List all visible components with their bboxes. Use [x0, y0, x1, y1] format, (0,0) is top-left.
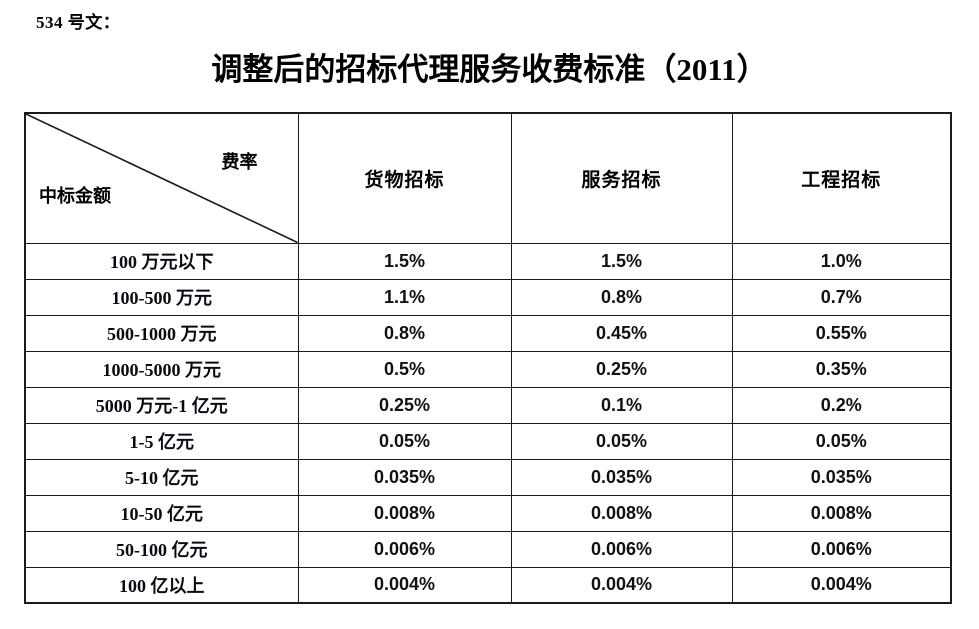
column-header-engineering-bidding: 工程招标 — [731, 112, 952, 244]
fee-cell: 1.0% — [731, 242, 952, 280]
fee-cell: 0.006% — [510, 530, 733, 568]
column-header-service-bidding: 服务招标 — [510, 112, 733, 244]
table-row: 5-10 亿元 0.035% 0.035% 0.035% — [24, 458, 952, 496]
fee-cell: 0.05% — [510, 422, 733, 460]
doc-number: 534 号文： — [36, 13, 121, 32]
fee-cell: 0.006% — [731, 530, 952, 568]
row-label: 5-10 亿元 — [24, 458, 299, 496]
fee-cell: 0.1% — [510, 386, 733, 424]
fee-cell: 0.006% — [297, 530, 512, 568]
row-label: 10-50 亿元 — [24, 494, 299, 532]
fee-cell: 1.1% — [297, 278, 512, 316]
fee-cell: 0.5% — [297, 350, 512, 388]
fee-cell: 0.004% — [731, 566, 952, 604]
fee-cell: 0.008% — [731, 494, 952, 532]
fee-cell: 0.004% — [510, 566, 733, 604]
fee-cell: 0.25% — [510, 350, 733, 388]
fee-cell: 0.008% — [510, 494, 733, 532]
fee-cell: 0.45% — [510, 314, 733, 352]
fee-cell: 0.2% — [731, 386, 952, 424]
page-title: 调整后的招标代理服务收费标准（2011） — [211, 52, 768, 87]
table-row: 10-50 亿元 0.008% 0.008% 0.008% — [24, 494, 952, 532]
fee-cell: 0.7% — [731, 278, 952, 316]
fee-cell: 0.035% — [731, 458, 952, 496]
table-row: 100 亿以上 0.004% 0.004% 0.004% — [24, 566, 952, 604]
fee-cell: 0.35% — [731, 350, 952, 388]
row-label: 5000 万元-1 亿元 — [24, 386, 299, 424]
fee-cell: 0.035% — [297, 458, 512, 496]
row-label: 1000-5000 万元 — [24, 350, 299, 388]
table-row: 1-5 亿元 0.05% 0.05% 0.05% — [24, 422, 952, 460]
corner-label-rate: 费率 — [221, 152, 258, 172]
table-body: 100 万元以下 1.5% 1.5% 1.0% 100-500 万元 1.1% … — [24, 242, 952, 604]
fee-table: 费率 中标金额 货物招标 服务招标 工程招标 100 万元以下 1.5% 1.5… — [24, 112, 952, 604]
row-label: 500-1000 万元 — [24, 314, 299, 352]
table-row: 1000-5000 万元 0.5% 0.25% 0.35% — [24, 350, 952, 388]
fee-cell: 0.004% — [297, 566, 512, 604]
fee-cell: 0.55% — [731, 314, 952, 352]
fee-cell: 0.05% — [731, 422, 952, 460]
header-row: 费率 中标金额 货物招标 服务招标 工程招标 — [24, 112, 952, 244]
diagonal-divider-line — [26, 114, 298, 243]
fee-cell: 0.05% — [297, 422, 512, 460]
row-label: 100-500 万元 — [24, 278, 299, 316]
fee-cell: 1.5% — [510, 242, 733, 280]
fee-cell: 0.8% — [297, 314, 512, 352]
fee-cell: 0.25% — [297, 386, 512, 424]
fee-cell: 0.035% — [510, 458, 733, 496]
fee-cell: 0.8% — [510, 278, 733, 316]
table-row: 5000 万元-1 亿元 0.25% 0.1% 0.2% — [24, 386, 952, 424]
column-header-goods-bidding: 货物招标 — [297, 112, 512, 244]
table-row: 100 万元以下 1.5% 1.5% 1.0% — [24, 242, 952, 280]
corner-label-bid-amount: 中标金额 — [39, 186, 111, 206]
corner-header-cell: 费率 中标金额 — [24, 112, 299, 244]
row-label: 100 万元以下 — [24, 242, 299, 280]
row-label: 100 亿以上 — [24, 566, 299, 604]
row-label: 50-100 亿元 — [24, 530, 299, 568]
table-row: 500-1000 万元 0.8% 0.45% 0.55% — [24, 314, 952, 352]
fee-cell: 1.5% — [297, 242, 512, 280]
table-row: 50-100 亿元 0.006% 0.006% 0.006% — [24, 530, 952, 568]
row-label: 1-5 亿元 — [24, 422, 299, 460]
fee-cell: 0.008% — [297, 494, 512, 532]
table-row: 100-500 万元 1.1% 0.8% 0.7% — [24, 278, 952, 316]
